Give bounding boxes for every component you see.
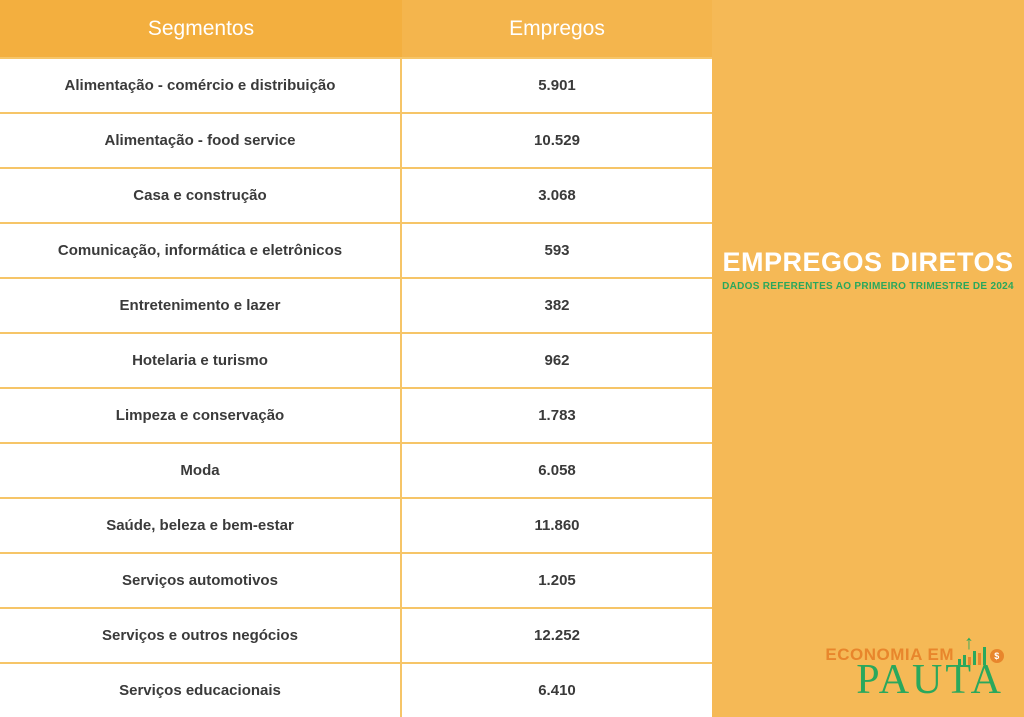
cell-empregos: 6.410: [402, 662, 712, 717]
cell-segmento: Serviços e outros negócios: [0, 607, 402, 662]
cell-segmento: Saúde, beleza e bem-estar: [0, 497, 402, 552]
cell-empregos: 5.901: [402, 57, 712, 112]
cell-empregos: 3.068: [402, 167, 712, 222]
cell-segmento: Alimentação - comércio e distribuição: [0, 57, 402, 112]
cell-segmento: Alimentação - food service: [0, 112, 402, 167]
header-segmentos: Segmentos: [0, 0, 402, 57]
table-row: Saúde, beleza e bem-estar11.860: [0, 497, 712, 552]
cell-empregos: 10.529: [402, 112, 712, 167]
cell-empregos: 1.205: [402, 552, 712, 607]
side-panel: EMPREGOS DIRETOS DADOS REFERENTES AO PRI…: [712, 0, 1024, 717]
side-subtitle: DADOS REFERENTES AO PRIMEIRO TRIMESTRE D…: [712, 281, 1024, 292]
cell-empregos: 6.058: [402, 442, 712, 497]
table-row: Serviços e outros negócios12.252: [0, 607, 712, 662]
table-header-row: Segmentos Empregos: [0, 0, 712, 57]
cell-segmento: Moda: [0, 442, 402, 497]
table-row: Casa e construção3.068: [0, 167, 712, 222]
cell-segmento: Serviços educacionais: [0, 662, 402, 717]
table-row: Limpeza e conservação1.783: [0, 387, 712, 442]
table-row: Alimentação - food service10.529: [0, 112, 712, 167]
logo-arrow-icon: ↑: [964, 632, 974, 655]
header-empregos: Empregos: [402, 0, 712, 57]
table-row: Moda6.058: [0, 442, 712, 497]
cell-empregos: 12.252: [402, 607, 712, 662]
cell-segmento: Entretenimento e lazer: [0, 277, 402, 332]
table-row: Hotelaria e turismo962: [0, 332, 712, 387]
table-row: Entretenimento e lazer382: [0, 277, 712, 332]
cell-segmento: Hotelaria e turismo: [0, 332, 402, 387]
cell-empregos: 382: [402, 277, 712, 332]
side-title: EMPREGOS DIRETOS: [712, 247, 1024, 278]
cell-empregos: 1.783: [402, 387, 712, 442]
table-area: Segmentos Empregos Alimentação - comérci…: [0, 0, 712, 717]
cell-segmento: Casa e construção: [0, 167, 402, 222]
table-row: Alimentação - comércio e distribuição5.9…: [0, 57, 712, 112]
table-row: Serviços educacionais6.410: [0, 662, 712, 717]
table-body: Alimentação - comércio e distribuição5.9…: [0, 57, 712, 717]
cell-empregos: 593: [402, 222, 712, 277]
cell-segmento: Limpeza e conservação: [0, 387, 402, 442]
cell-segmento: Serviços automotivos: [0, 552, 402, 607]
cell-empregos: 962: [402, 332, 712, 387]
logo: ECONOMIA EM $ PAUTA: [825, 643, 1004, 699]
cell-empregos: 11.860: [402, 497, 712, 552]
logo-text-bottom: PAUTA: [825, 663, 1004, 699]
table-row: Comunicação, informática e eletrônicos59…: [0, 222, 712, 277]
cell-segmento: Comunicação, informática e eletrônicos: [0, 222, 402, 277]
table-row: Serviços automotivos1.205: [0, 552, 712, 607]
